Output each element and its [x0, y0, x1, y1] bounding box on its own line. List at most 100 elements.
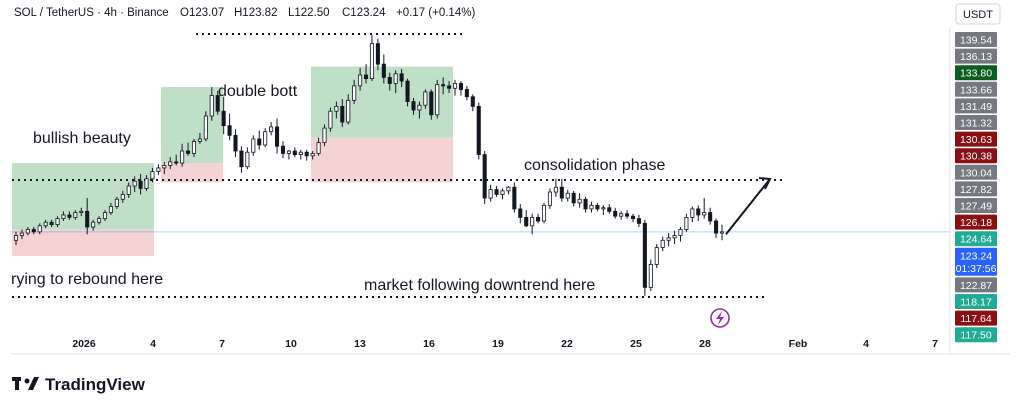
price-axis[interactable]: 139.54 136.13 133.80 133.66 131.49 131.32 130.… [955, 32, 997, 343]
candle [292, 147, 297, 158]
price-scale-label: 130.63 [955, 131, 997, 147]
price-label-background [955, 247, 997, 276]
candle [186, 142, 191, 156]
candle-body-up [654, 247, 659, 265]
candle [37, 223, 42, 235]
candle [43, 219, 48, 229]
price-label-text: 139.54 [960, 35, 992, 47]
price-label-text: 123.24 [960, 250, 992, 262]
candle-body-up [197, 138, 202, 142]
candle-body-up [648, 264, 653, 288]
price-label-background [955, 32, 997, 47]
candle-body-down [239, 150, 244, 168]
candle-body-up [191, 140, 197, 154]
candle [642, 219, 647, 296]
candle [156, 164, 161, 176]
candle [275, 118, 280, 154]
candle-body-up [316, 142, 321, 154]
candle-body-down [340, 105, 345, 123]
candle [399, 68, 404, 88]
candle [174, 154, 179, 166]
currency-button[interactable] [955, 3, 1001, 25]
candle-body-up [619, 213, 624, 217]
candle-body-up [263, 131, 268, 146]
candle [304, 149, 309, 161]
candle [559, 178, 564, 202]
x-tick-label: 13 [354, 338, 366, 350]
candle [280, 141, 286, 159]
candle [316, 137, 321, 156]
price-scale-label: 131.32 [955, 115, 997, 130]
candle [441, 77, 446, 95]
x-tick-label: 7 [219, 338, 225, 350]
candle-body-up [660, 239, 665, 248]
candle-body-up [132, 180, 137, 187]
x-tick-label: 4 [863, 338, 869, 350]
price-scale-label: 126.18 [955, 214, 997, 230]
lightning-icon[interactable] [710, 308, 730, 328]
candle-body-up [13, 235, 19, 241]
candle-body-down [524, 216, 529, 227]
candle [506, 186, 511, 195]
tradingview-logo-icon [12, 377, 39, 390]
price-label-text: 130.04 [960, 167, 992, 179]
candle [322, 124, 327, 147]
candle-body-up [43, 221, 48, 227]
candle-body-up [180, 150, 185, 164]
candle [613, 207, 618, 219]
candle-body-down [364, 74, 369, 80]
candle-body-up [19, 232, 24, 236]
candle-body-down [595, 204, 600, 210]
header-change: +0.17 (+0.14%) [396, 7, 475, 19]
candle-body-up [577, 198, 582, 204]
price-label-background [955, 294, 997, 309]
candle-body-down [174, 161, 179, 164]
annotations: bullish beauty double bott consolidation… [11, 83, 666, 294]
candle-body-down [411, 101, 416, 111]
price-scale-label: 124.64 [955, 231, 997, 247]
candle-body-up [435, 84, 440, 116]
candle-body-down [464, 89, 469, 98]
candle [607, 204, 612, 214]
candle [536, 213, 541, 224]
candle [488, 184, 493, 202]
price-scale-label: 127.49 [955, 198, 997, 213]
candle-body-up [37, 225, 42, 233]
time-axis[interactable]: 2026 4 7 10 13 16 19 22 25 28 Feb 4 7 [72, 338, 938, 350]
candle [25, 227, 30, 236]
price-label-text: 131.32 [960, 118, 992, 130]
candle [411, 97, 416, 115]
candle-body-up [334, 105, 339, 112]
candle [595, 202, 600, 212]
header-symbol[interactable]: SOL / TetherUS · 4h · Binance [14, 7, 169, 19]
candle [708, 207, 713, 225]
candle-body-down [494, 189, 499, 195]
price-label-text: 133.80 [960, 68, 992, 80]
price-label-background [955, 198, 997, 213]
candle-body-up [91, 221, 96, 228]
price-label-background [955, 48, 997, 64]
candle-body-down [292, 150, 297, 156]
candle [298, 149, 303, 160]
candle [630, 213, 636, 223]
header-low: L122.50 [288, 7, 330, 19]
price-label-background [955, 98, 997, 114]
candle-body-up [530, 216, 535, 227]
candle-body-down [583, 198, 588, 210]
candle-body-up [61, 214, 66, 219]
x-tick-label: 22 [561, 338, 573, 350]
candle-body-up [393, 73, 398, 84]
candle [73, 210, 78, 220]
candle-body-down [559, 186, 564, 199]
candle-body-down [399, 73, 404, 82]
candle-body-down [512, 186, 517, 210]
candle [714, 218, 719, 238]
candle-body-down [233, 134, 238, 152]
candle [666, 233, 671, 247]
candle [67, 211, 72, 220]
candle-body-up [209, 95, 214, 117]
candle [524, 210, 529, 228]
candle [191, 138, 197, 158]
candle-body-up [684, 216, 689, 230]
